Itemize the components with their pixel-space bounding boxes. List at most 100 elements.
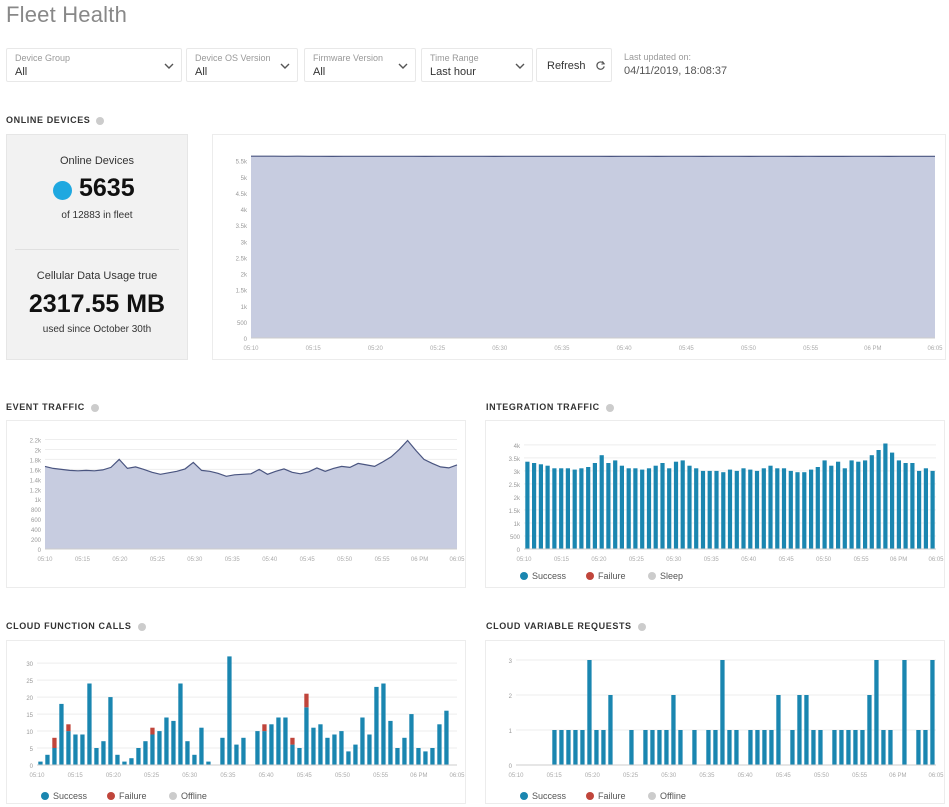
x-tick-label: 06 PM [890, 557, 907, 563]
x-tick-label: 05:15 [554, 557, 570, 563]
x-tick-label: 05:20 [106, 773, 122, 779]
bar-success [829, 465, 834, 549]
legend-failure[interactable]: Failure [586, 571, 626, 581]
x-tick-label: 06 PM [889, 773, 906, 779]
bar-success [700, 470, 706, 549]
bar-success [804, 695, 809, 765]
y-tick-label: 20 [26, 696, 33, 702]
y-tick-label: 4.5k [236, 192, 248, 198]
legend-sleep[interactable]: Sleep [648, 571, 683, 581]
y-tick-label: 500 [237, 321, 248, 327]
x-tick-label: 05:45 [776, 773, 792, 779]
bar-success [318, 724, 323, 765]
bar-success [790, 730, 795, 765]
bar-success [580, 730, 585, 765]
y-tick-label: 3 [509, 659, 513, 665]
y-tick-label: 2k [241, 273, 248, 279]
device-os-select[interactable]: Device OS Version All [186, 48, 298, 82]
bar-success [108, 697, 113, 765]
bar-success [430, 748, 435, 765]
y-tick-label: 1 [509, 729, 513, 735]
legend-dot [586, 792, 594, 800]
y-tick-label: 0 [30, 764, 34, 770]
x-tick-label: 05:35 [554, 346, 570, 352]
bar-success [52, 748, 57, 765]
y-tick-label: 5.5k [236, 160, 248, 166]
bar-success [559, 468, 564, 549]
device-group-select[interactable]: Device Group All [6, 48, 182, 82]
online-devices-label: Online Devices [60, 155, 134, 167]
legend-success[interactable]: Success [520, 571, 566, 581]
fleet-total: of 12883 in fleet [61, 210, 133, 221]
bar-success [388, 720, 393, 765]
x-tick-label: 05:25 [629, 557, 645, 563]
bar-success [754, 470, 760, 549]
bar-success [395, 748, 400, 765]
bar-success [626, 468, 631, 549]
bar-success [678, 730, 683, 765]
bar-success [846, 730, 851, 765]
integration-traffic-panel: 0 500 1k 1.5k 2k 2.5k 3k 3.5k 4k 05:10 05:15 05:20 0… [485, 420, 945, 588]
y-tick-label: 5k [241, 176, 248, 182]
bar-success [713, 730, 718, 765]
x-tick-label: 05:45 [779, 557, 795, 563]
legend-offline[interactable]: Offline [169, 791, 207, 801]
legend-dot [107, 792, 115, 800]
info-icon[interactable] [137, 622, 146, 631]
bar-success [311, 727, 316, 765]
bar-success [664, 730, 669, 765]
x-tick-label: 06:05 [927, 346, 943, 352]
info-icon[interactable] [96, 116, 105, 125]
bar-success [178, 683, 183, 765]
bar-success [903, 463, 908, 549]
bar-success [381, 683, 386, 765]
bar-success [94, 748, 99, 765]
legend-dot [520, 572, 528, 580]
x-tick-label: 06:05 [928, 557, 944, 563]
bar-success [80, 734, 85, 765]
legend-failure[interactable]: Failure [586, 791, 626, 801]
bar-success [437, 724, 442, 765]
bar-success [849, 460, 854, 549]
legend-offline[interactable]: Offline [648, 791, 686, 801]
bar-success [346, 751, 351, 765]
bar-success [727, 730, 732, 765]
firmware-select[interactable]: Firmware Version All [304, 48, 416, 82]
bar-success [694, 468, 699, 549]
x-tick-label: 05:10 [508, 773, 524, 779]
refresh-label: Refresh [547, 60, 586, 72]
bar-success [552, 468, 557, 549]
bar-success [545, 465, 550, 549]
bar-success [402, 737, 407, 765]
bar-success [930, 660, 935, 765]
y-tick-label: 0 [517, 548, 521, 554]
bar-success [687, 465, 692, 549]
bar-success [802, 472, 807, 549]
legend-failure[interactable]: Failure [107, 791, 147, 801]
time-range-select[interactable]: Time Range Last hour [421, 48, 533, 82]
y-tick-label: 1.2k [30, 488, 42, 494]
x-tick-label: 05:40 [738, 773, 754, 779]
info-icon[interactable] [90, 403, 99, 412]
bar-success [586, 467, 591, 549]
legend-success[interactable]: Success [520, 791, 566, 801]
bar-success [353, 744, 358, 765]
bar-success [606, 463, 611, 549]
info-icon[interactable] [605, 403, 614, 412]
bar-success [283, 717, 288, 765]
bar-success [673, 461, 679, 549]
bar-success [629, 730, 634, 765]
x-tick-label: 05:55 [375, 557, 391, 563]
legend-success[interactable]: Success [41, 791, 87, 801]
bar-success [923, 468, 928, 549]
bar-success [532, 463, 537, 549]
x-tick-label: 05:50 [337, 557, 353, 563]
cloud-variable-chart: 0 1 2 3 05:10 05:15 05:20 05:25 05:30 05:35 05:40 0… [508, 659, 944, 779]
bar-success [867, 695, 872, 765]
cloud-variable-requests-heading: CLOUD VARIABLE REQUESTS [486, 621, 646, 631]
info-icon[interactable] [637, 622, 646, 631]
bar-success [192, 754, 197, 765]
bar-success [788, 470, 793, 549]
y-tick-label: 800 [31, 508, 42, 514]
refresh-button[interactable]: Refresh [536, 48, 612, 82]
